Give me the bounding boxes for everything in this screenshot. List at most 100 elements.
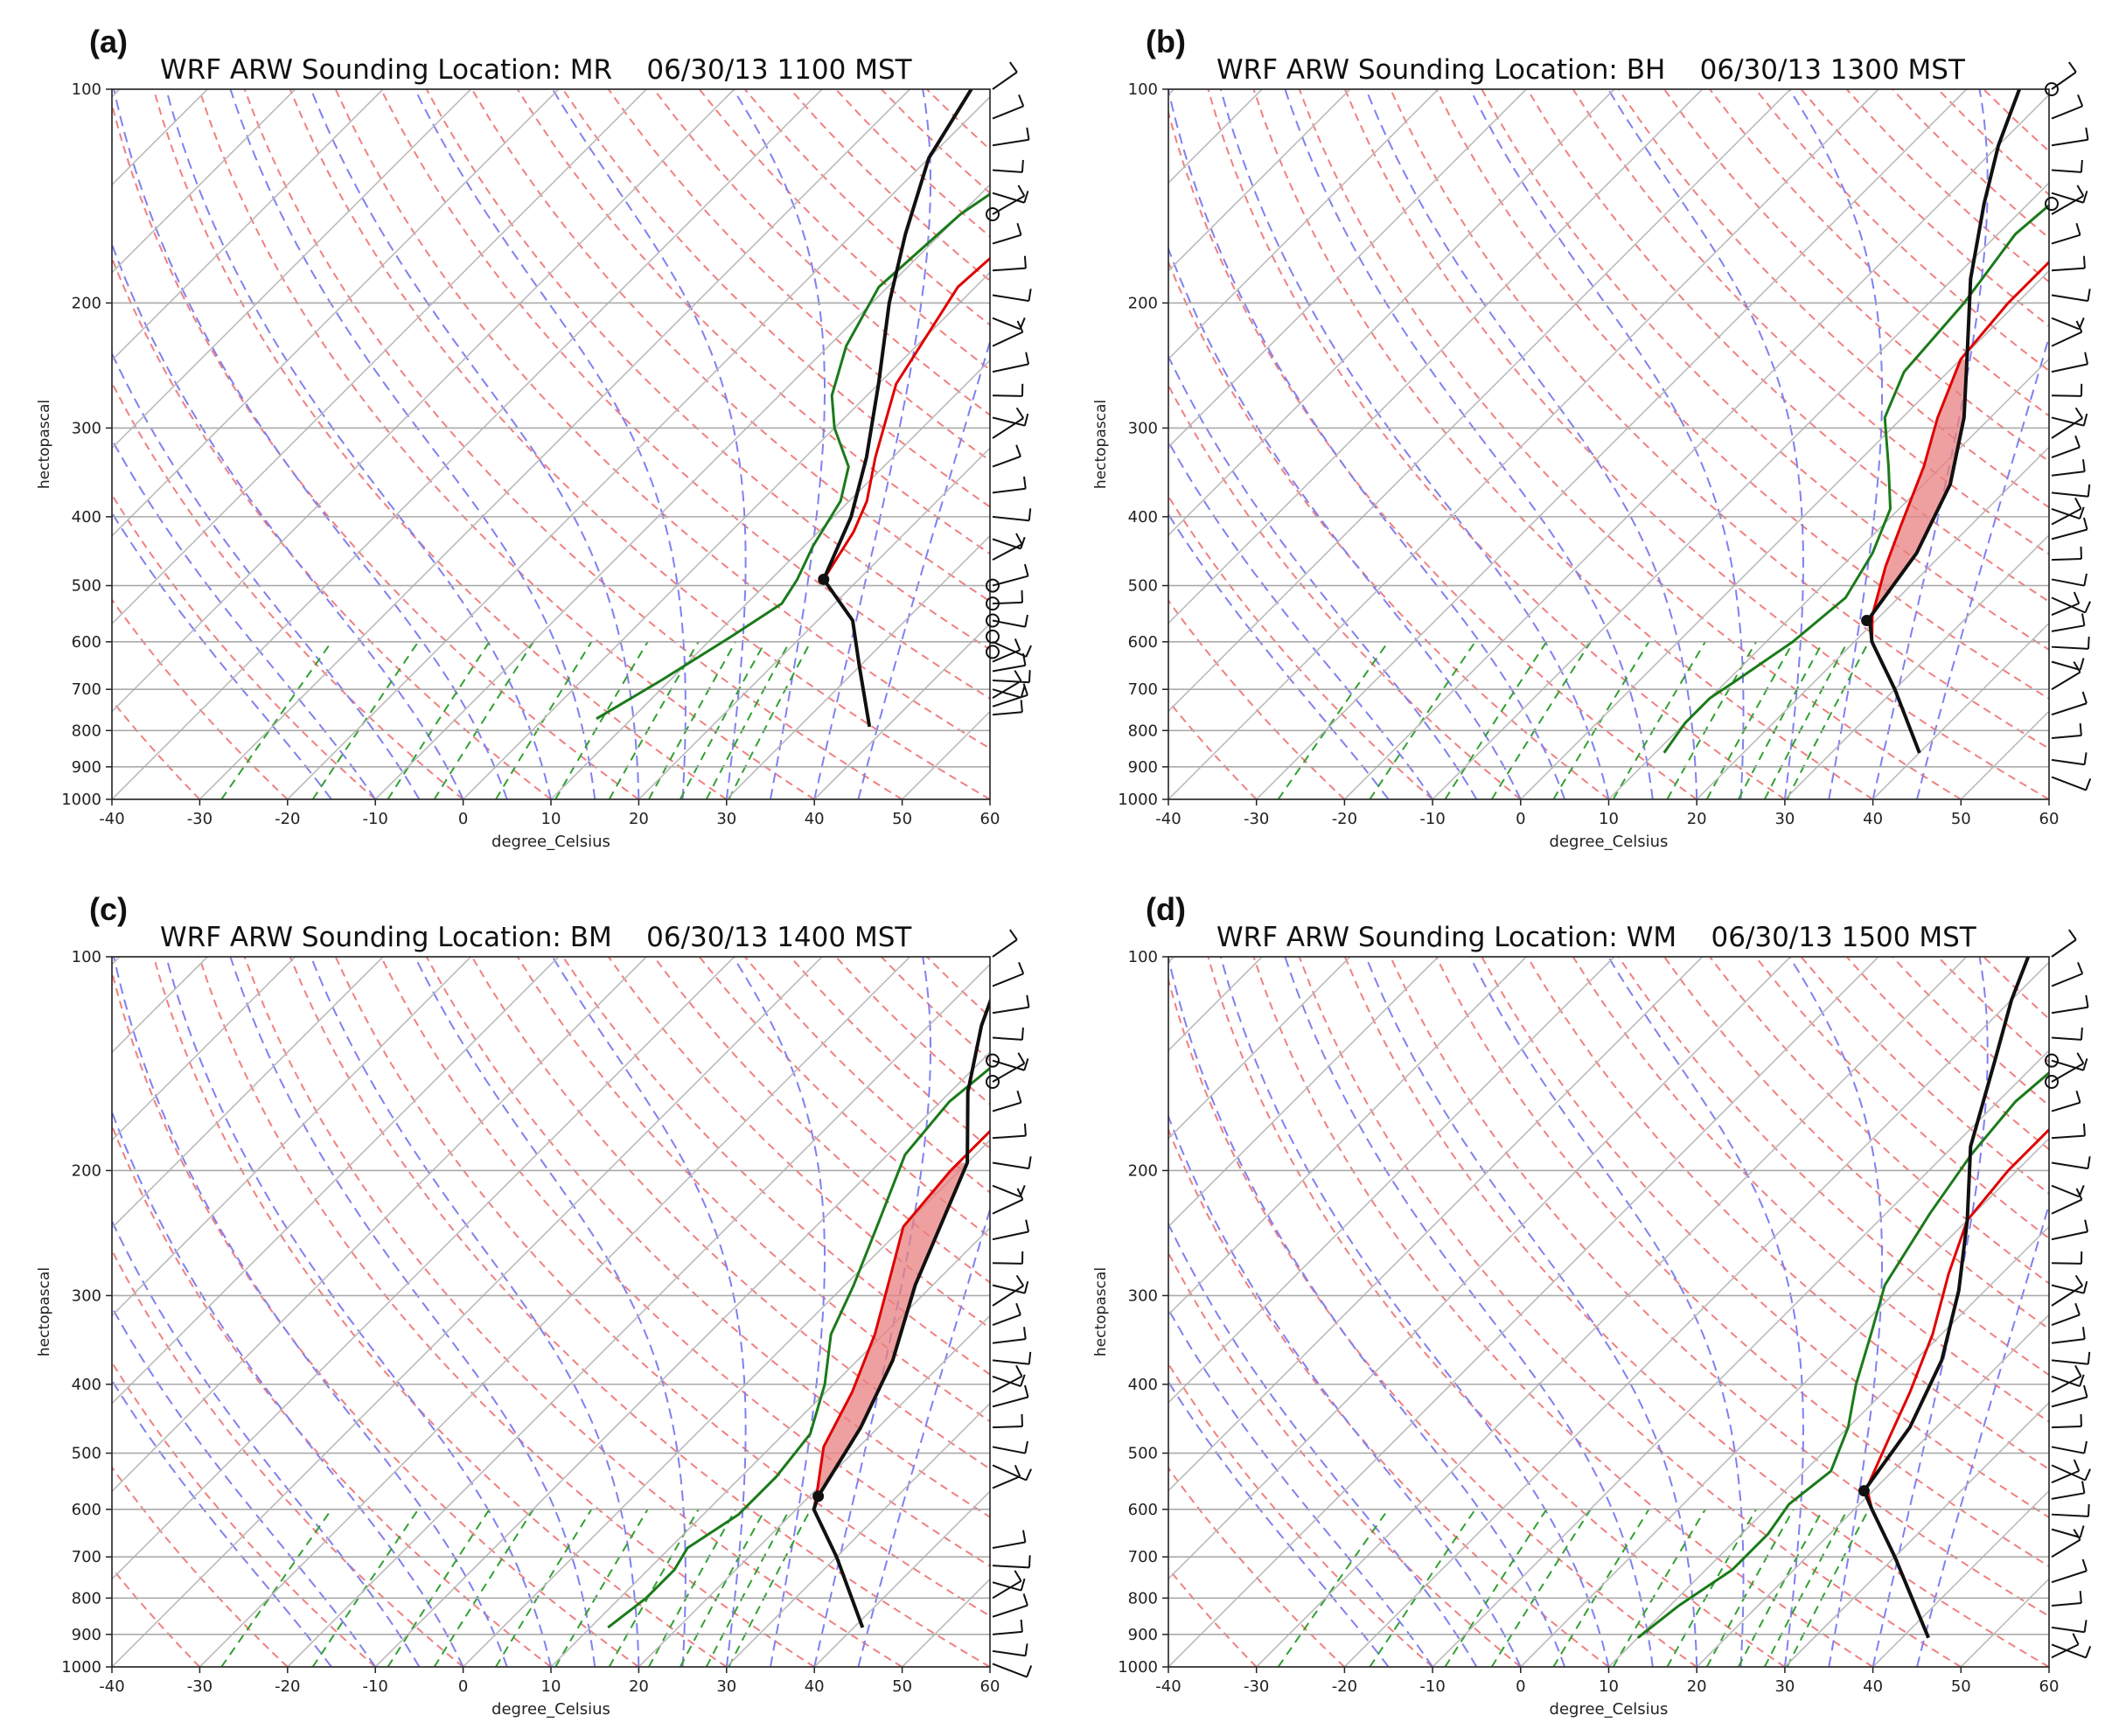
dry-adiabat-line (471, 89, 990, 603)
wind-barb-staff (2051, 1528, 2081, 1538)
y-tick-label: 900 (1128, 758, 1158, 777)
wind-barb-flag (2087, 636, 2090, 649)
dry-adiabat-line (425, 89, 990, 651)
wind-barb-flag (2073, 591, 2081, 604)
x-tick-label: -20 (275, 1677, 300, 1696)
wind-barb-staff (992, 1396, 1028, 1408)
y-tick-label: 400 (1128, 508, 1158, 526)
wind-barb-flag (1026, 994, 1030, 1007)
x-tick-label: 50 (1951, 1677, 1971, 1696)
wind-barb-flag (1028, 1555, 1031, 1568)
dry-adiabat-line (334, 957, 990, 1618)
isotherm-line (1168, 89, 1704, 624)
dry-adiabat-line (380, 89, 990, 700)
x-tick-label: -10 (362, 1677, 387, 1696)
wind-barb-staff (992, 1101, 1021, 1112)
moist-adiabat-line (113, 957, 508, 1667)
moist-adiabat-line (1607, 957, 1805, 1667)
mixing-ratio-line (1277, 641, 1390, 799)
wind-barb-flag (2085, 778, 2092, 791)
moist-adiabat-line (1168, 1113, 1522, 1667)
x-tick-label: -10 (1419, 1677, 1445, 1696)
skewt-panel: -40 -30 -20 -10 0 10 20 30 40 50 60 degree_Celsius 1… (1092, 891, 2092, 1719)
calm-wind-circle (986, 206, 1000, 221)
dry-adiabat-line (1168, 1127, 1610, 1667)
isotherm-line (287, 95, 990, 799)
wind-barb-staff (2051, 1314, 2081, 1326)
wind-barb-staff (992, 1284, 1026, 1294)
moist-adiabat-line (1168, 89, 1566, 799)
y-axis-label: hectopascal (36, 400, 53, 489)
isotherm-line (1343, 94, 2049, 799)
wind-barb-staff (2051, 192, 2084, 204)
x-tick-label: 30 (1774, 1677, 1795, 1696)
wind-barb-staff (2051, 1492, 2085, 1500)
x-tick-label: 20 (629, 810, 649, 828)
moist-adiabat-line (551, 89, 747, 799)
wind-barb-flag (1014, 670, 1022, 682)
dry-adiabats (1168, 957, 2049, 1667)
y-tick-label: 700 (72, 680, 101, 699)
wind-barb-flag (1014, 1570, 1022, 1582)
x-tick-label: -10 (362, 810, 387, 828)
wind-barb-staff (992, 711, 1022, 716)
dry-adiabat-line (1343, 957, 2049, 1667)
isotherm-line (1168, 957, 1879, 1667)
isotherm-line (1607, 1225, 2049, 1667)
wind-barb-flag (1023, 1123, 1027, 1136)
wind-barb-flag (2068, 61, 2077, 73)
wind-barb-staff (992, 267, 1026, 272)
y-tick-label: 100 (1128, 80, 1158, 99)
chart-title: WRF ARW Sounding Location: WM 06/30/13 1… (1216, 922, 1977, 953)
moist-adiabat-line (857, 338, 990, 799)
plot-area (112, 89, 990, 799)
wind-barb-flag (2080, 159, 2083, 172)
moist-adiabats (112, 957, 990, 1667)
x-tick-label: 10 (541, 810, 561, 828)
y-tick-label: 1000 (1118, 1658, 1158, 1677)
moist-adiabat-line (1168, 512, 1390, 799)
dry-adiabat-line (380, 957, 990, 1567)
x-tick-label: -30 (1244, 1677, 1269, 1696)
x-tick-label: -30 (187, 810, 213, 828)
wind-barb-staff (992, 1581, 1021, 1592)
calm-wind-circle (2045, 197, 2059, 212)
isotherm-line (1256, 957, 1968, 1667)
moist-adiabat-line (732, 89, 826, 799)
wind-barb-flag (2075, 222, 2081, 235)
y-tick-label: 900 (72, 758, 101, 777)
parcel-profile (1867, 89, 2021, 754)
moist-adiabat-line (857, 1206, 990, 1667)
y-tick-label: 1000 (1118, 791, 1158, 809)
wind-barb-staff (992, 394, 1023, 397)
moist-adiabat-line (1284, 957, 1654, 1667)
dry-adiabat-line (112, 1248, 464, 1667)
x-axis-label: degree_Celsius (491, 833, 610, 851)
wind-barb-staff (2051, 417, 2083, 439)
wind-barb-flag (1025, 1468, 1032, 1481)
parcel-profile (1862, 957, 2031, 1639)
wind-barb-flag (1023, 1327, 1027, 1340)
x-tick-label: 30 (1774, 810, 1795, 828)
y-tick-label: 700 (1128, 1548, 1158, 1566)
isotherms (112, 89, 990, 799)
y-tick-label: 300 (72, 419, 101, 437)
y-tick-label: 800 (1128, 1589, 1158, 1607)
moist-adiabat-line (1168, 1222, 1478, 1667)
dry-adiabat-line (112, 101, 639, 799)
moist-adiabat-line (1469, 89, 1745, 799)
dry-adiabat-line (1168, 260, 1610, 799)
wind-barb-flag (2075, 1090, 2081, 1103)
wind-barb-staff (992, 1006, 1029, 1014)
moist-adiabat-line (112, 1378, 332, 1667)
wind-barb-flag (2081, 1558, 2088, 1572)
wind-barb-staff (2051, 394, 2082, 397)
dry-adiabat-line (1168, 1567, 1258, 1667)
wind-barbs (986, 61, 1032, 716)
wind-barb-staff (992, 1184, 1021, 1198)
x-axis-label: degree_Celsius (491, 1700, 610, 1719)
wind-barb-staff (992, 192, 1025, 204)
dry-adiabat-line (112, 1466, 289, 1667)
wind-barb-staff (2051, 1446, 2085, 1454)
moist-adiabat-line (1915, 1201, 2049, 1667)
